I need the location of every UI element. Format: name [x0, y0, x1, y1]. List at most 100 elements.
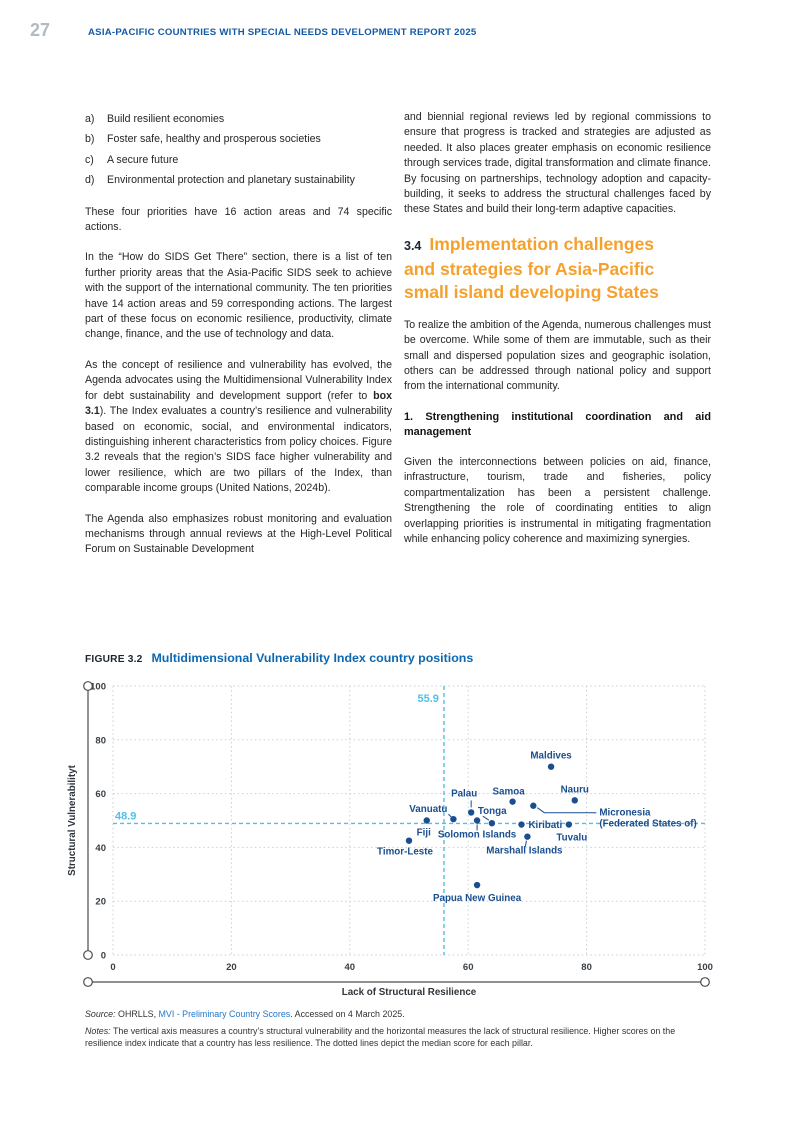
box-reference: box 3.1	[85, 389, 392, 418]
paragraph: and biennial regional reviews led by reg…	[404, 111, 711, 216]
figure-label: FIGURE 3.2	[85, 654, 143, 665]
priority-list: a) Build resilient economies b) Foster s…	[85, 112, 392, 189]
point-fiji	[423, 817, 430, 824]
figure-caption: FIGURE 3.2 Multidimensional Vulnerabilit…	[85, 651, 473, 665]
y-tick-label: 20	[95, 897, 106, 908]
y-tick-label: 0	[101, 951, 106, 962]
label-maldives: Maldives	[530, 751, 572, 762]
list-text: Build resilient economies	[107, 113, 225, 125]
label-timor-leste: Timor-Leste	[377, 847, 433, 858]
point-tonga	[488, 819, 496, 827]
paragraph: As the concept of resilience and vulnera…	[85, 358, 392, 497]
label-solomon-islands: Solomon Islands	[438, 830, 517, 841]
median-x-label: 55.9	[418, 693, 439, 705]
paragraph: These four priorities have 16 action are…	[85, 205, 392, 234]
list-marker: a)	[85, 113, 95, 125]
point-timor-leste	[405, 837, 413, 844]
right-column: and biennial regional reviews led by reg…	[404, 110, 711, 562]
leader-line-micronesia-federated-states-of	[537, 807, 597, 814]
list-item: c) A secure future	[85, 153, 392, 168]
notes-text: The vertical axis measures a country’s s…	[85, 1025, 676, 1049]
point-vanuatu	[450, 815, 457, 823]
label-tuvalu: Tuvalu	[556, 833, 587, 844]
list-text: Environmental protection and planetary s…	[107, 174, 355, 187]
point-kiribati	[518, 821, 525, 828]
notes-line: Notes: The vertical axis measures a coun…	[85, 1025, 715, 1050]
x-axis-title: Lack of Structural Resilience	[342, 987, 477, 998]
label-papua-new-guinea: Papua New Guinea	[433, 893, 522, 904]
leader-line-marshall-islands	[524, 840, 527, 847]
source-prefix: Source:	[85, 1009, 116, 1019]
point-papua-new-guinea	[473, 881, 481, 889]
label-samoa: Samoa	[493, 787, 526, 798]
label-marshall-islands: Marshall Islands	[486, 846, 563, 857]
figure-footer: Source: OHRLLS, MVI - Preliminary Countr…	[85, 1008, 715, 1050]
list-marker: b)	[85, 133, 95, 146]
gridlines: 0 20 40 60 80 100 0 20 40 60 80 100	[90, 682, 713, 974]
page-number: 27	[30, 20, 51, 40]
paragraph: Given the interconnections between polic…	[404, 455, 711, 545]
point-samoa	[509, 798, 516, 805]
leader-line-vanuatu	[448, 813, 452, 818]
paragraph: The Agenda also emphasizes robust monito…	[85, 512, 392, 556]
label-palau: Palau	[451, 788, 477, 799]
list-text: Foster safe, healthy and prosperous soci…	[107, 133, 321, 146]
label-micronesia-federated-states-of: (Federated States of)	[599, 819, 696, 830]
paragraph-text: As the concept of resilience and vulnera…	[85, 358, 392, 402]
source-link[interactable]: MVI - Preliminary Country Scores	[158, 1009, 291, 1019]
list-marker: d)	[85, 174, 95, 187]
section-title-line: small island developing States	[404, 281, 659, 302]
y-tick-label: 40	[95, 843, 106, 854]
point-marshall-islands	[524, 833, 531, 840]
paragraph: To realize the ambition of the Agenda, n…	[404, 318, 711, 393]
list-item: b) Foster safe, healthy and prosperous s…	[85, 132, 392, 147]
source-text: OHRLLS,	[115, 1009, 159, 1019]
point-solomon-islands	[473, 817, 481, 824]
left-column: a) Build resilient economies b) Foster s…	[85, 110, 392, 573]
label-micronesia-federated-states-of: Micronesia	[599, 808, 651, 819]
label-tonga: Tonga	[478, 806, 507, 817]
section-number: 3.4	[404, 238, 422, 253]
x-tick-label: 60	[463, 962, 474, 973]
x-tick-label: 20	[226, 962, 237, 973]
data-points: Maldives Nauru Samoa Micronesia(Federated S…	[377, 751, 697, 904]
label-nauru: Nauru	[561, 784, 589, 795]
source-line: Source: OHRLLS, MVI - Preliminary Countr…	[85, 1008, 715, 1021]
mvi-scatter-svg: 0 20 40 60 80 100 0 20 40 60 80 100 55.9 48.9 Lack of …	[67, 681, 713, 998]
point-maldives	[547, 763, 555, 770]
point-palau	[467, 809, 475, 816]
report-header: ASIA-PACIFIC COUNTRIES WITH SPECIAL NEED…	[88, 27, 477, 38]
axis-rails	[83, 681, 710, 987]
label-fiji: Fiji	[417, 828, 431, 839]
axis-end-circle	[83, 950, 93, 960]
axis-end-circle	[83, 681, 93, 691]
list-marker: c)	[85, 153, 94, 166]
axis-end-circle	[83, 977, 93, 987]
x-tick-label: 80	[581, 962, 592, 973]
point-micronesia-federated-states-of	[530, 802, 537, 809]
notes-prefix: Notes:	[85, 1025, 111, 1036]
source-suffix: . Accessed on 4 March 2025.	[290, 1009, 405, 1019]
median-y-label: 48.9	[115, 810, 136, 822]
figure-title: Multidimensional Vulnerability Index cou…	[151, 651, 474, 665]
median-lines: 55.9 48.9	[113, 686, 705, 955]
axis-end-circle	[700, 977, 710, 987]
leader-line-tonga	[482, 815, 490, 821]
y-tick-label: 80	[95, 735, 106, 746]
x-tick-label: 40	[345, 962, 356, 973]
label-kiribati: Kiribati	[528, 820, 562, 831]
y-tick-label: 60	[95, 789, 106, 800]
y-axis-title: Structural Vulnerabilityt	[67, 764, 78, 875]
point-nauru	[571, 797, 578, 804]
numbered-subheading: 1. Strengthening institutional coordinat…	[404, 410, 711, 439]
x-tick-label: 100	[697, 962, 713, 973]
paragraph-text: ). The Index evaluates a country’s resil…	[85, 405, 392, 495]
section-heading: 3.4 Implementation challenges and strateg…	[404, 233, 711, 304]
list-item: d) Environmental protection and planetar…	[85, 173, 392, 188]
mvi-chart: 0 20 40 60 80 100 0 20 40 60 80 100 55.9 48.9 Lack of …	[65, 678, 720, 1000]
section-title-line: Implementation challenges	[429, 233, 655, 254]
paragraph: In the “How do SIDS Get There” section, …	[85, 251, 392, 341]
section-title-line: and strategies for Asia-Pacific	[404, 258, 655, 279]
list-text: A secure future	[107, 153, 179, 166]
